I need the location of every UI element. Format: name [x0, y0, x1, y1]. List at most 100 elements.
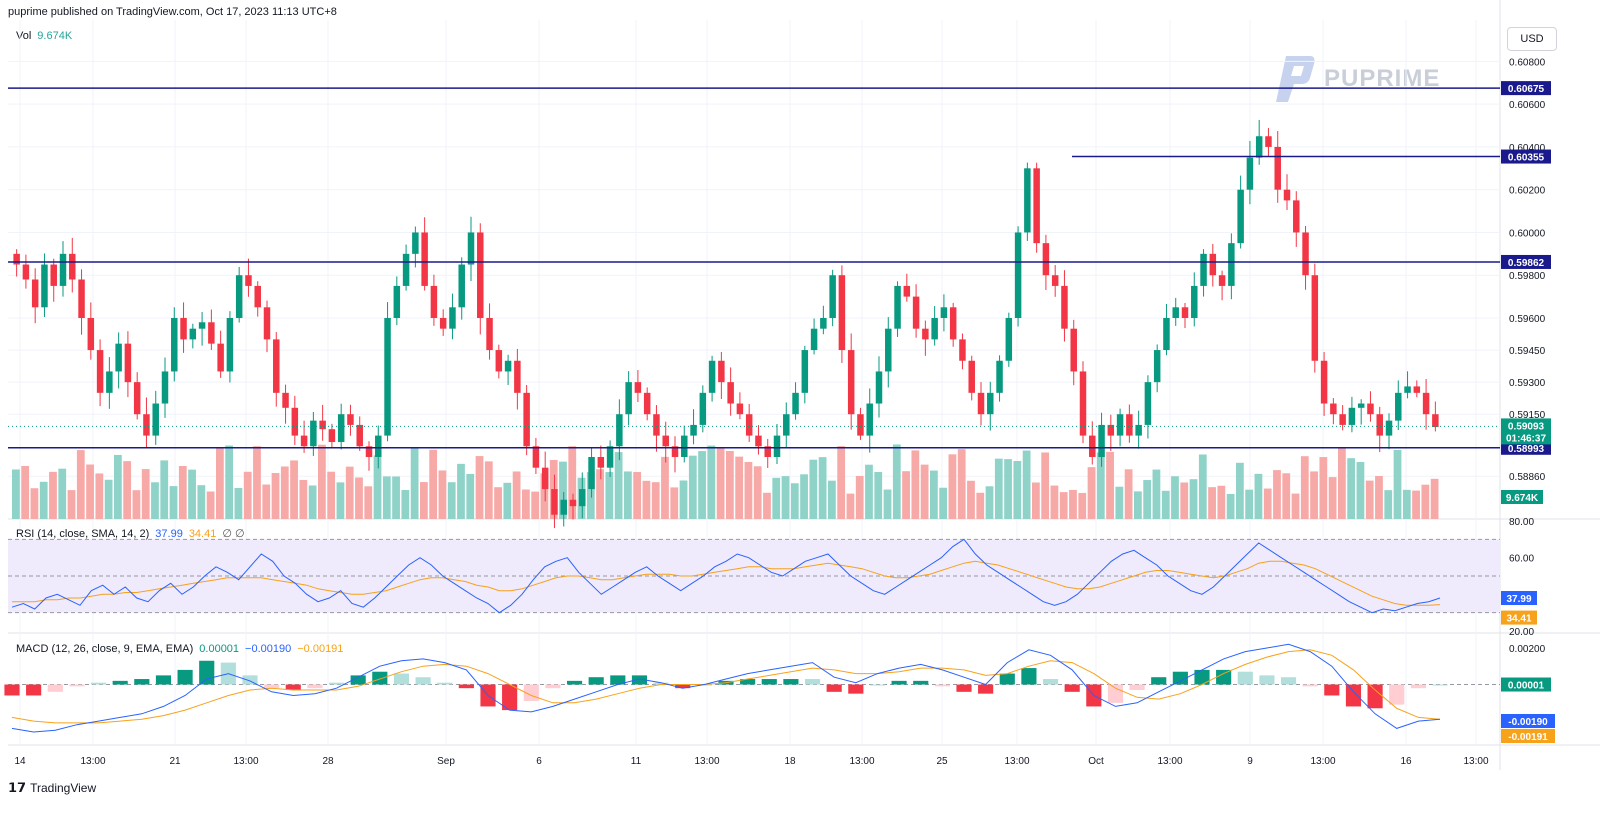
candle-body [838, 275, 846, 351]
candle-body [87, 317, 95, 351]
volume-bar [809, 459, 818, 519]
volume-bar [985, 486, 994, 519]
volume-bar [253, 446, 261, 519]
volume-bar [522, 489, 530, 519]
price-tick-label: 0.60000 [1509, 228, 1546, 239]
candle-body [1209, 253, 1217, 276]
macd-histogram-bar [90, 682, 107, 685]
rsi-legend[interactable]: RSI (14, close, SMA, 14, 2) 37.99 34.41 ∅ ∅ [16, 527, 245, 540]
candle-body [922, 328, 929, 340]
candle-body [1163, 317, 1170, 351]
macd-signal-badge [1501, 729, 1555, 743]
candle-body [773, 435, 781, 457]
time-axis-label: 13:00 [1310, 756, 1335, 767]
candle-body [124, 343, 132, 383]
candle-body [699, 392, 707, 425]
rsi-legend-label: RSI (14, close, SMA, 14, 2) [16, 528, 150, 540]
candle-body [421, 232, 428, 286]
volume-bar [1208, 487, 1216, 519]
candle-body [1422, 392, 1430, 415]
candle-body [1395, 392, 1402, 421]
rsi-sma-label: 34.41 [1506, 614, 1531, 625]
macd-line [11, 643, 1441, 733]
currency-button[interactable]: USD [1507, 27, 1557, 51]
volume-bar [883, 489, 892, 519]
volume-bar [633, 472, 642, 519]
rsi-tick-label: 20.00 [1509, 627, 1534, 638]
macd-histogram-bar [631, 675, 648, 685]
macd-histogram-bar [956, 684, 972, 692]
macd-hist-label: 0.00001 [1508, 681, 1545, 692]
volume-bar [753, 466, 762, 519]
price-tick-label: 0.59800 [1509, 271, 1546, 282]
candle-body [430, 285, 438, 318]
candle-body [1024, 168, 1031, 233]
volume-bar [726, 450, 734, 519]
volume-bar [920, 464, 929, 519]
candle-body [1126, 414, 1133, 436]
candle-body [1135, 424, 1142, 436]
macd-histogram-bar [783, 679, 799, 685]
candle-body [1385, 420, 1393, 436]
candle-body [439, 317, 447, 329]
volume-bar [1282, 473, 1291, 519]
candle-body [820, 317, 827, 329]
candle-body [143, 414, 150, 436]
volume-bar [1078, 492, 1087, 519]
volume-bar [1217, 485, 1226, 519]
volume-bar [373, 455, 382, 519]
candle-body [402, 253, 410, 286]
volume-bar [216, 447, 224, 519]
countdown-label: 01:46:37 [1506, 433, 1546, 444]
macd-histogram-bar [696, 684, 712, 686]
candle-body [1089, 435, 1096, 457]
macd-histogram-bar [69, 684, 85, 687]
macd-histogram-bar [155, 675, 172, 685]
macd-histogram-bar [1021, 668, 1037, 685]
volume-bar [1022, 450, 1031, 519]
macd-histogram-bar [264, 684, 280, 689]
macd-tick-label: 0.00200 [1509, 644, 1546, 655]
candle-body [996, 360, 1003, 393]
volume-bar [1347, 458, 1356, 519]
candle-body [198, 322, 206, 329]
volume-bar [1180, 482, 1189, 519]
tradingview-footer[interactable]: 𝟭𝟳 TradingView [8, 780, 96, 796]
price-level-badge [1501, 149, 1551, 164]
volume-bar [123, 461, 132, 519]
macd-legend[interactable]: MACD (12, 26, close, 9, EMA, EMA) 0.00001… [16, 643, 343, 655]
candle-body [1265, 136, 1272, 147]
macd-histogram-bar [393, 673, 410, 685]
volume-bar [21, 465, 30, 519]
candle-body [912, 296, 920, 329]
macd-histogram-bar [653, 682, 669, 685]
candle-body [718, 360, 725, 383]
macd-histogram-bar [1151, 677, 1167, 685]
volume-bar [447, 482, 456, 519]
candle-body [337, 414, 345, 443]
candle-body [1330, 403, 1337, 415]
macd-histogram-bar [804, 679, 821, 685]
candle-body [189, 328, 197, 340]
macd-histogram-bar [1389, 684, 1405, 705]
candle-body [551, 489, 558, 515]
volume-bar [95, 473, 104, 519]
volume-bar [957, 449, 966, 519]
volume-bar [642, 480, 651, 519]
macd-histogram-bar [1042, 679, 1059, 685]
volume-bar [781, 476, 790, 519]
rsi-sma-badge [1501, 610, 1537, 625]
candle-body [829, 275, 836, 318]
price-tick-label: 0.59600 [1509, 314, 1546, 325]
time-axis-label: 16 [1400, 756, 1412, 767]
volume-bar [280, 466, 289, 519]
macd-histogram-bar [1280, 677, 1297, 685]
volume-bar [1152, 469, 1161, 519]
candle-body [96, 350, 104, 393]
candle-body [161, 371, 169, 404]
candle-body [745, 414, 753, 436]
candle-body [504, 360, 512, 372]
macd-histogram-bar [328, 682, 345, 685]
volume-bar [1059, 492, 1068, 519]
